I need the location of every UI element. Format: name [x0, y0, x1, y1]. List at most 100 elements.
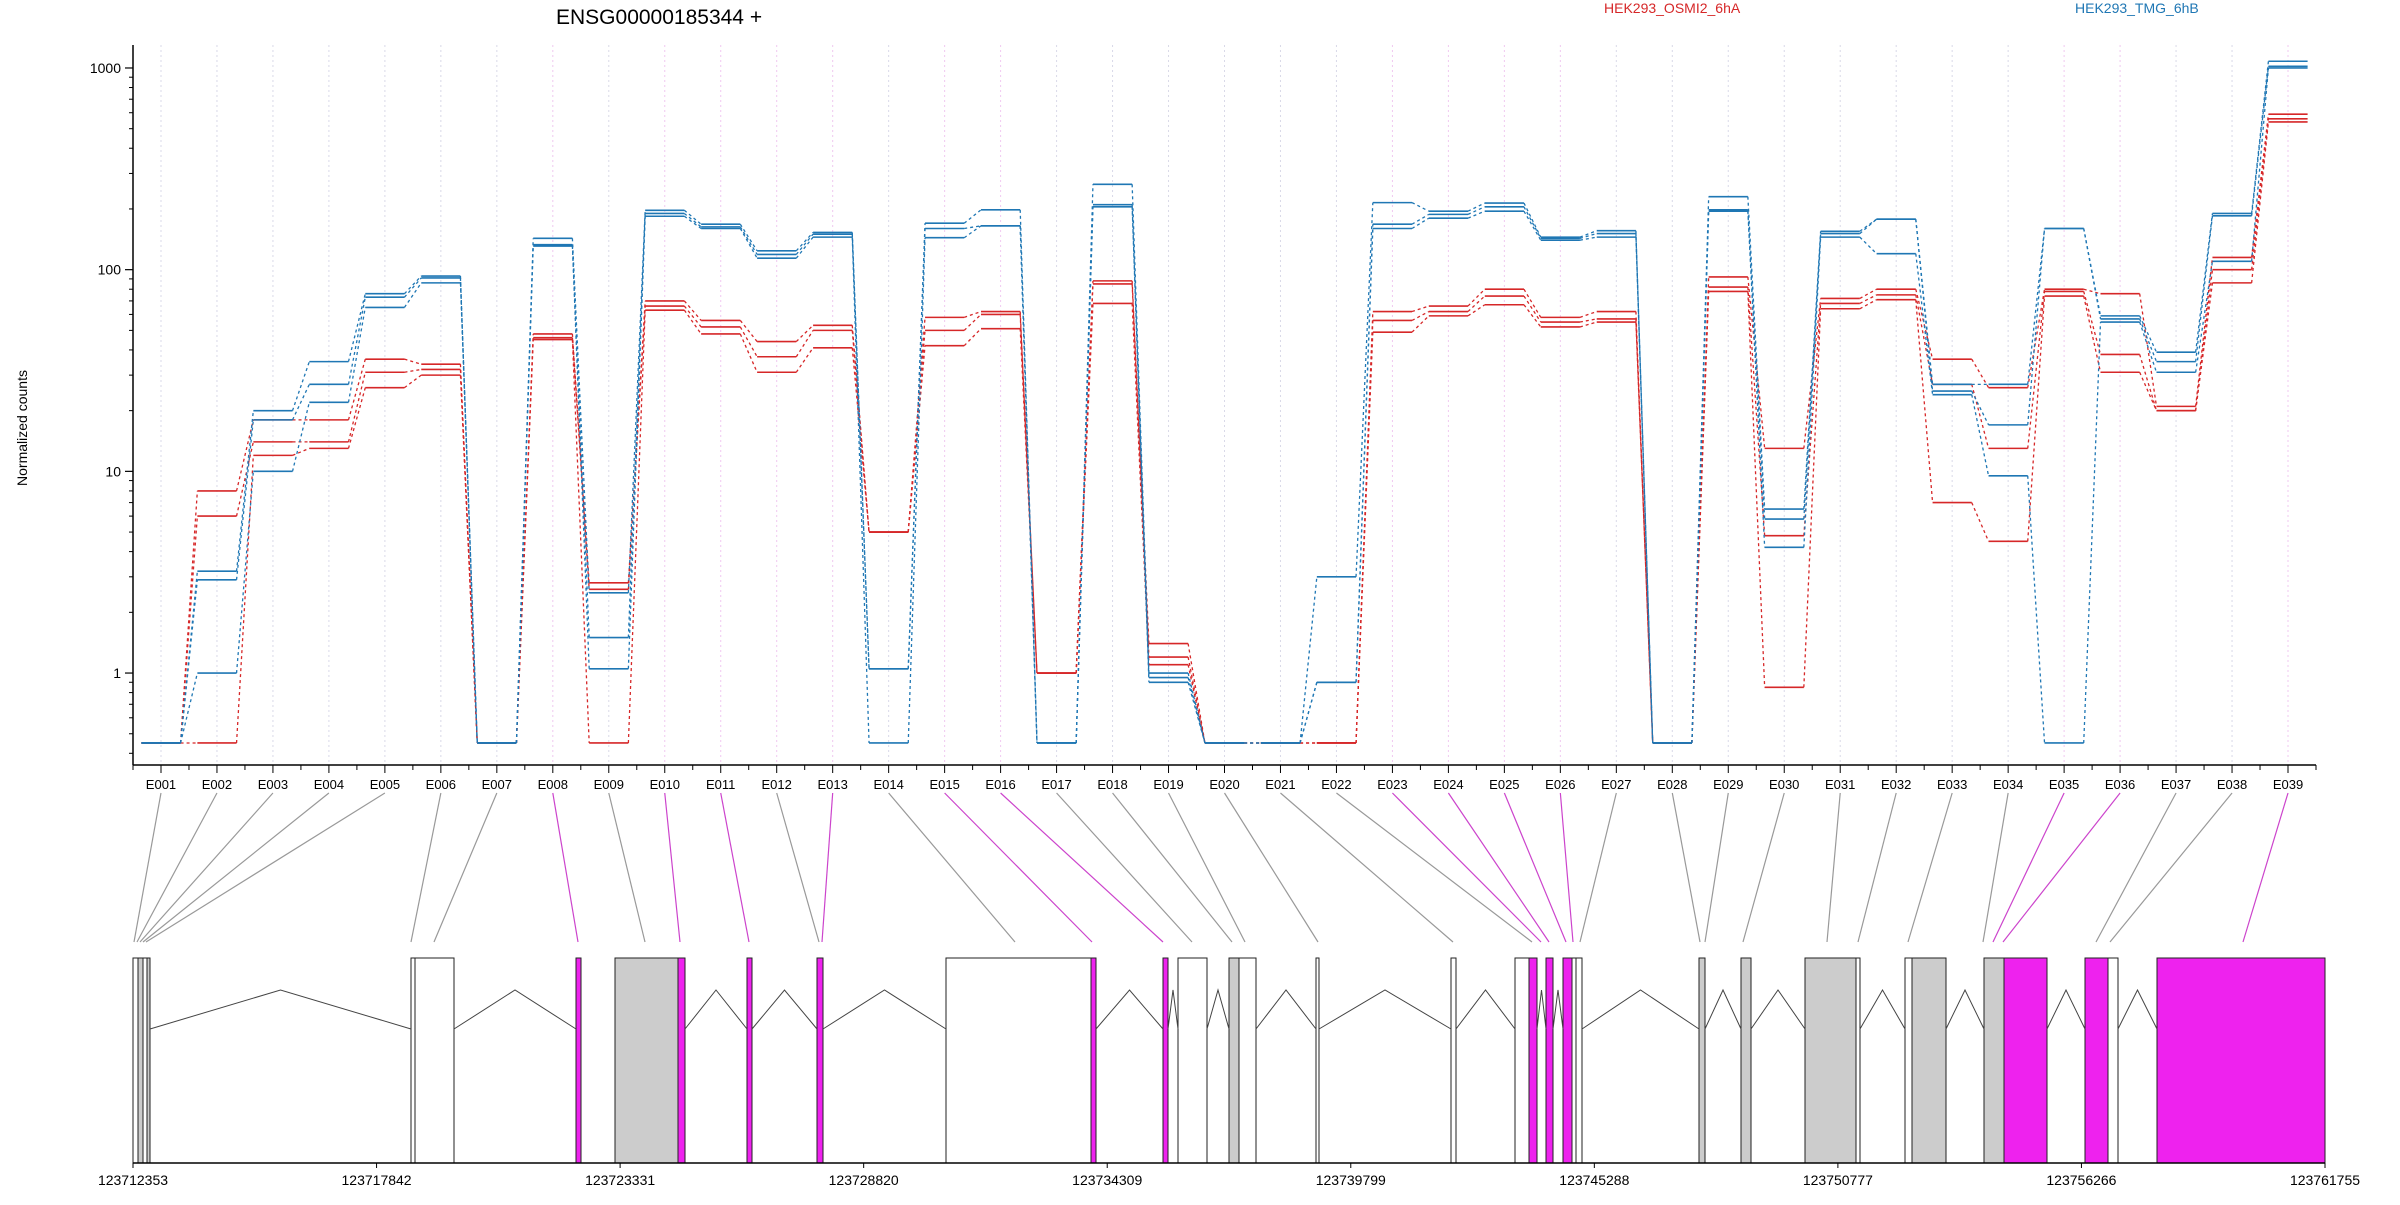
- series-connector: [235, 410, 254, 572]
- exon-block: [1228, 957, 1240, 1164]
- series-connector: [571, 245, 590, 669]
- series-connector: [1859, 299, 1877, 310]
- series-connector: [1411, 305, 1430, 313]
- series-connector: [1523, 210, 1542, 241]
- exon-block: [1855, 957, 1861, 1164]
- x-tick-label: E021: [1265, 777, 1295, 792]
- plot-area: 1 10 100 1000 E001 E002 E003 E004 E005 E006 E007 E0…: [90, 45, 2317, 792]
- exon-block: [414, 957, 455, 1164]
- intron-line: [1859, 988, 1906, 1030]
- series-connector: [795, 330, 814, 358]
- exon-block: [137, 957, 144, 1164]
- exon-connector: [1112, 792, 1233, 943]
- series-connector: [1131, 283, 1150, 658]
- x-tick-label: E019: [1153, 777, 1183, 792]
- series-3: [141, 121, 2308, 744]
- chart-title: ENSG00000185344 +: [556, 6, 762, 29]
- series-connector: [459, 282, 478, 744]
- series-connector: [683, 309, 702, 335]
- series-connector: [404, 358, 422, 365]
- series-connector: [404, 374, 422, 389]
- series-connector: [235, 471, 254, 674]
- series-connector: [1411, 315, 1430, 333]
- series-connector: [683, 209, 702, 225]
- series-connector: [571, 244, 590, 638]
- x-tick-label: E018: [1097, 777, 1127, 792]
- series-connector: [1971, 390, 1990, 426]
- series-connector: [1523, 304, 1542, 328]
- exon-connector: [1559, 792, 1574, 943]
- series-connector: [1355, 332, 1374, 744]
- series-connector: [739, 226, 758, 255]
- series-connector: [1691, 211, 1710, 744]
- exon-block: [1904, 957, 1913, 1164]
- series-connector: [1131, 206, 1150, 683]
- exon-block: [132, 957, 139, 1164]
- series-connector: [1579, 236, 1597, 241]
- series-connector: [1075, 303, 1094, 674]
- exon-block: [575, 957, 582, 1164]
- series-connector: [1467, 304, 1486, 317]
- exon-block: [1562, 957, 1573, 1164]
- series-connector: [235, 419, 254, 580]
- exon-block: [1528, 957, 1538, 1164]
- series-connector: [571, 238, 590, 593]
- x-tick-label: E010: [650, 777, 680, 792]
- exon-block: [1162, 957, 1169, 1164]
- exon-connector: [664, 792, 681, 943]
- exon-connector: [2242, 792, 2289, 943]
- intron-line: [149, 989, 412, 1030]
- series-connector: [1579, 310, 1597, 318]
- series-connector: [1019, 225, 1038, 744]
- x-tick-label: E028: [1657, 777, 1687, 792]
- series-connector: [683, 212, 702, 228]
- intron-line: [1552, 989, 1564, 1030]
- x-tick-label: E023: [1377, 777, 1407, 792]
- exon-connector: [1907, 792, 1953, 943]
- series-connector: [1915, 299, 1934, 503]
- exon-block: [1238, 957, 1257, 1164]
- series-connector: [627, 310, 646, 744]
- exon-block: [1450, 957, 1457, 1164]
- series-connector: [571, 339, 590, 744]
- x-tick-label: E005: [370, 777, 400, 792]
- intron-line: [1945, 988, 1985, 1030]
- coord-label: 123717842: [342, 1172, 412, 1188]
- x-tick-label: E024: [1433, 777, 1463, 792]
- series-connector: [403, 277, 422, 298]
- intron-line: [2046, 988, 2086, 1030]
- series-connector: [1467, 295, 1486, 313]
- series-connector: [1019, 209, 1038, 744]
- x-tick-label: E027: [1601, 777, 1631, 792]
- x-tick-label: E012: [762, 777, 792, 792]
- coord-label: 123756266: [2046, 1172, 2116, 1188]
- exon-connector: [433, 792, 498, 943]
- x-tick-label: E017: [1041, 777, 1071, 792]
- series-connector: [291, 402, 310, 472]
- exon-connector: [142, 792, 330, 943]
- exon-connector: [821, 792, 834, 943]
- series-connector: [1579, 232, 1597, 239]
- exon-connector: [1503, 792, 1567, 943]
- exon-connector: [1826, 792, 1841, 943]
- exon-block: [1740, 957, 1752, 1164]
- exon-block: [142, 957, 148, 1164]
- intron-line: [1536, 989, 1547, 1030]
- series-connector: [1803, 237, 1822, 548]
- series-connector: [1803, 298, 1822, 449]
- exon-connector: [139, 792, 274, 943]
- exon-block: [2084, 957, 2109, 1164]
- exon-block: [1804, 957, 1857, 1164]
- x-tick-label: E011: [706, 777, 735, 792]
- exon-connector: [2109, 792, 2233, 943]
- x-tick-label: E003: [258, 777, 288, 792]
- exon-block: [2003, 957, 2048, 1164]
- y-tick-label: 1: [113, 665, 121, 681]
- series-connector: [2250, 67, 2270, 262]
- series-connector: [739, 320, 758, 342]
- gene-model: 123712353 123717842 123723331 123728820 1237…: [98, 792, 2360, 1188]
- exon-connector: [1857, 792, 1897, 943]
- intron-line: [1704, 988, 1742, 1030]
